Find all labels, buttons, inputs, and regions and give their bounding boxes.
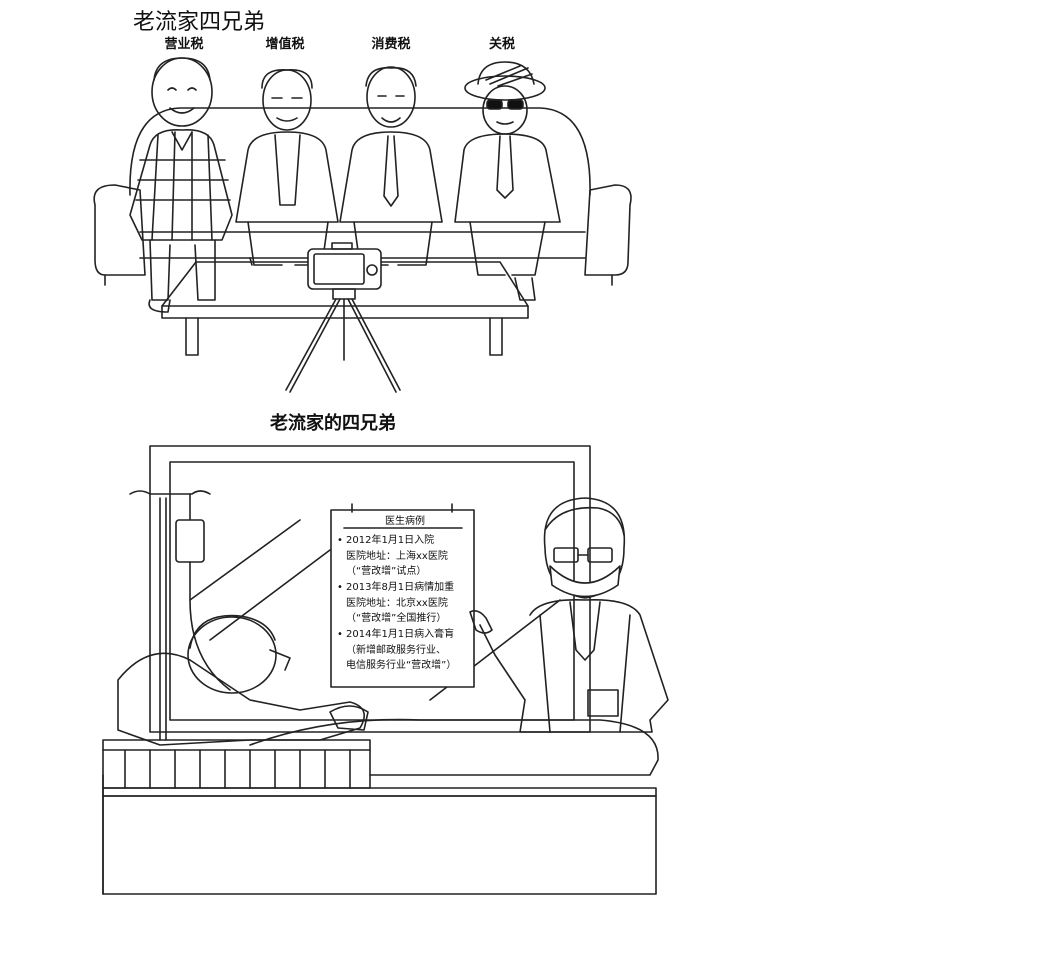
brother-label-1: 营业税 bbox=[164, 37, 204, 52]
record-bullet-1: • bbox=[337, 535, 343, 546]
sofa bbox=[93, 107, 632, 286]
record-2-line-3: （“营改增”全国推行） bbox=[346, 611, 446, 624]
brother-label-3: 消费税 bbox=[371, 37, 411, 52]
coffee-table bbox=[161, 261, 529, 356]
record-1-line-1: 2012年1月1日入院 bbox=[346, 533, 434, 546]
record-2-line-1: 2013年8月1日病情加重 bbox=[346, 580, 454, 593]
brother-3-figure bbox=[339, 66, 443, 266]
caption-second-illustration: 老流家的四兄弟 bbox=[270, 413, 396, 434]
record-1-line-3: （“营改增”试点） bbox=[346, 564, 426, 577]
brother-label-2: 增值税 bbox=[265, 37, 305, 52]
camera-icon bbox=[307, 242, 382, 290]
medical-record-heading: 医生病例 bbox=[385, 514, 425, 527]
iv-drip-icon bbox=[129, 490, 231, 741]
medical-record-board bbox=[330, 503, 475, 688]
medical-record-text: 医生病例 • 2012年1月1日入院 医院地址：上海xx医院 （“营改增”试点）… bbox=[337, 514, 456, 671]
record-3-line-1: 2014年1月1日病入膏肓 bbox=[346, 627, 454, 640]
tripod-icon bbox=[285, 288, 401, 393]
record-1-line-2: 医院地址：上海xx医院 bbox=[346, 549, 448, 562]
top-title: 老流家四兄弟 bbox=[133, 10, 266, 35]
doctor-figure bbox=[469, 497, 669, 733]
brother-label-4: 关税 bbox=[488, 37, 516, 52]
record-3-line-2: （新增邮政服务行业、 bbox=[346, 643, 446, 656]
hospital-bed-icon bbox=[102, 718, 659, 895]
record-bullet-3: • bbox=[337, 629, 343, 640]
patient-figure bbox=[117, 614, 369, 746]
brother-1-figure bbox=[129, 57, 233, 313]
record-3-line-3: 电信服务行业“营改增”） bbox=[346, 658, 456, 671]
brother-4-figure bbox=[454, 61, 561, 301]
record-2-line-2: 医院地址：北京xx医院 bbox=[346, 596, 448, 609]
record-bullet-2: • bbox=[337, 582, 343, 593]
